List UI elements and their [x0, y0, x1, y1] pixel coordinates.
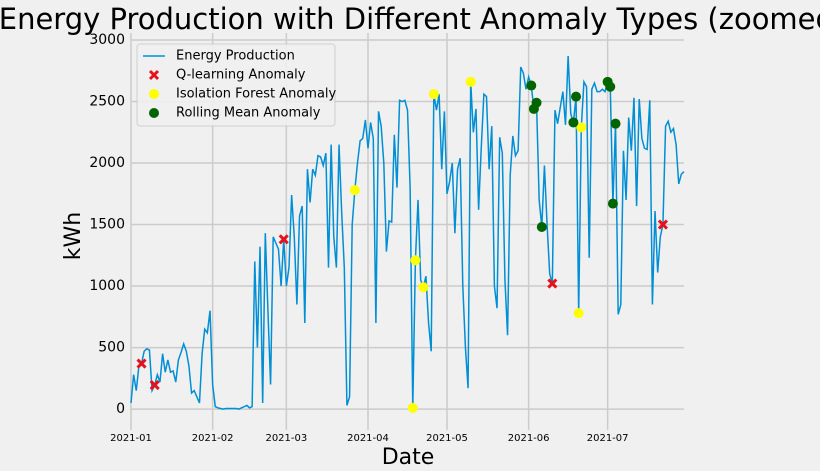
point — [349, 185, 360, 196]
point — [657, 219, 668, 230]
point — [418, 282, 429, 293]
x-tick-label: 2021-06 — [508, 433, 550, 444]
point — [407, 402, 418, 413]
point — [576, 122, 587, 133]
line — [130, 55, 685, 410]
point — [136, 358, 147, 369]
legend-symbol — [149, 108, 159, 118]
y-tick-label: 2500 — [89, 94, 125, 110]
point — [547, 278, 558, 289]
point — [149, 380, 160, 391]
y-tick-label: 3000 — [89, 32, 125, 48]
chart-title: Energy Production with Different Anomaly… — [0, 2, 820, 36]
point — [428, 89, 439, 100]
point — [465, 76, 476, 87]
y-tick-label: 500 — [98, 340, 125, 356]
x-tick-label: 2021-04 — [347, 433, 389, 444]
point — [610, 118, 621, 129]
y-tick-label: 1500 — [89, 217, 125, 233]
point — [573, 308, 584, 319]
y-tick-label: 2000 — [89, 155, 125, 171]
point — [605, 81, 616, 92]
point — [278, 234, 289, 245]
point — [571, 91, 582, 102]
legend-label: Q-learning Anomaly — [176, 68, 306, 83]
x-axis-label: Date — [382, 445, 435, 470]
legend-symbol — [149, 89, 159, 99]
y-tick-label: 1000 — [89, 278, 125, 294]
y-tick-label: 0 — [116, 401, 125, 417]
x-tick-label: 2021-05 — [426, 433, 468, 444]
legend-label: Energy Production — [176, 49, 295, 64]
point — [410, 255, 421, 266]
legend-box — [136, 43, 336, 127]
x-tick-label: 2021-07 — [587, 433, 629, 444]
legend-label: Rolling Mean Anomaly — [176, 106, 321, 121]
point — [526, 80, 537, 91]
point — [568, 117, 579, 128]
point — [531, 97, 542, 108]
y-axis-label: kWh — [61, 212, 86, 260]
x-tick-label: 2021-02 — [192, 433, 234, 444]
legend-symbol — [148, 69, 160, 81]
point — [536, 222, 547, 233]
point — [607, 198, 618, 209]
legend-label: Isolation Forest Anomaly — [176, 87, 337, 102]
x-tick-label: 2021-01 — [110, 433, 152, 444]
x-tick-label: 2021-03 — [265, 433, 307, 444]
